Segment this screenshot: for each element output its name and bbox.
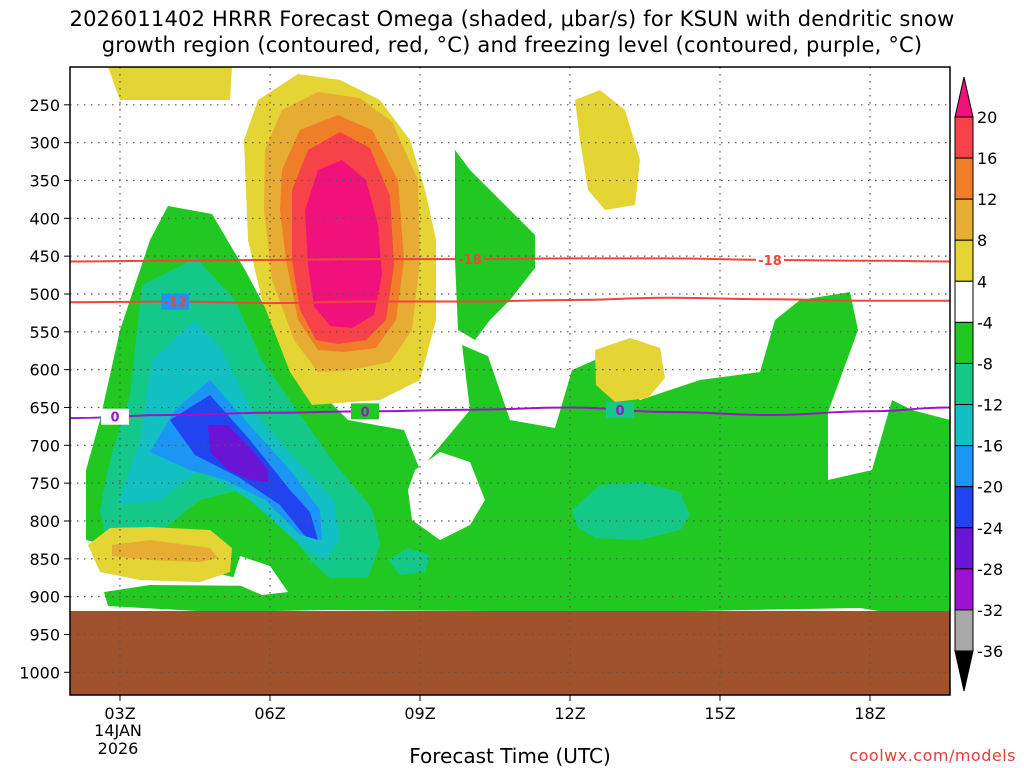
colorbar-label--12: -12 [977,396,1003,415]
colorbar-label-4: 4 [977,272,987,291]
y-tick-label-700: 700 [29,436,60,455]
colorbar-label--8: -8 [977,354,993,373]
dendritic-contour-minus18-label-bg [456,251,484,268]
colorbar-label-8: 8 [977,231,987,250]
contours: -18 -18 -12 0 0 0 [70,251,950,426]
colorbar-box-11 [954,568,974,611]
colorbar-box-0 [954,116,974,159]
date-label: 14JAN 2026 [92,722,144,758]
colorbar-label-16: 16 [977,149,997,168]
y-tick-label-250: 250 [29,96,60,115]
colorbar-bottom-arrow [954,650,974,692]
dendritic-contour-minus12 [70,296,950,305]
title-line-2: growth region (contoured, red, °C) and f… [101,33,923,57]
y-tick-label-300: 300 [29,134,60,153]
colorbar-label--20: -20 [977,478,1003,497]
omega-fill-tan-lowleft [112,540,218,562]
date-day: 14JAN [94,721,142,740]
y-tick-label-350: 350 [29,171,60,190]
freezing-level-contour-label: 0 [360,405,369,420]
y-axis: 250 300 350 400 450 500 550 600 650 700 750 800 850 9… [19,96,70,682]
colorbar-top-arrow [954,76,974,118]
omega-fill-pink [305,160,382,328]
y-tick-label-1000: 1000 [19,663,60,682]
colorbar-label--4: -4 [977,313,993,332]
date-year: 2026 [97,739,139,758]
dendritic-contour-minus12-label-bg [161,293,189,310]
x-tick-label-06Z: 06Z [254,704,285,723]
colorbar-label--24: -24 [977,519,1003,538]
title-line-1: 2026011402 HRRR Forecast Omega (shaded, … [69,7,955,31]
y-tick-label-450: 450 [29,247,60,266]
x-tick-label-03Z: 03Z [104,704,135,723]
y-tick-label-800: 800 [29,512,60,531]
colorbar-box-3 [954,239,974,282]
colorbar-label--16: -16 [977,437,1003,456]
colorbar-label-20: 20 [977,108,997,127]
freezing-level-contour-label-bg [606,401,634,418]
x-axis-label: Forecast Time (UTC) [409,744,611,768]
y-tick-label-400: 400 [29,209,60,228]
y-tick-label-900: 900 [29,588,60,607]
colorbar-label--36: -36 [977,642,1003,661]
dendritic-contour-minus18-label-bg [756,251,784,268]
omega-shading [86,67,950,612]
omega-fill-violet [208,425,268,482]
colorbar-label--28: -28 [977,560,1003,579]
y-tick-label-600: 600 [29,361,60,380]
colorbar-box-2 [954,198,974,241]
colorbar-box-10 [954,527,974,570]
colorbar-box-4 [954,280,974,323]
colorbar-box-7 [954,404,974,447]
x-axis: 03Z 06Z 09Z 12Z 15Z 18Z [104,695,886,723]
y-tick-label-550: 550 [29,323,60,342]
colorbar-box-5 [954,321,974,364]
colorbar-box-6 [954,362,974,406]
freezing-level-contour-label-bg [101,408,129,425]
y-tick-label-950: 950 [29,625,60,644]
colorbar-box-1 [954,157,974,200]
chart-title: 2026011402 HRRR Forecast Omega (shaded, … [0,6,1024,58]
x-tick-label-15Z: 15Z [704,704,735,723]
y-tick-label-500: 500 [29,285,60,304]
terrain-surface [70,611,950,695]
y-tick-label-650: 650 [29,398,60,417]
omega-fill-green-upper [455,150,535,340]
freezing-level-contour [70,406,950,420]
colorbar-label--32: -32 [977,601,1003,620]
y-tick-label-750: 750 [29,474,60,493]
omega-hole-low [232,556,288,595]
dendritic-contour-minus18-label: -18 [758,254,782,269]
omega-fill-yellow-top [108,67,232,100]
freezing-level-contour-label: 0 [615,404,624,419]
x-tick-label-12Z: 12Z [554,704,585,723]
colorbar-box-9 [954,486,974,529]
omega-hole-mid [408,452,485,540]
freezing-level-contour-label: 0 [110,411,119,426]
freezing-level-contour-label-bg [351,403,379,420]
x-tick-label-18Z: 18Z [854,704,885,723]
colorbar-box-8 [954,445,974,488]
colorbar: 20 16 12 8 4 -4 -8 -12 -16 -20 -24 -28 -32 -36 [954,76,1003,692]
y-tick-label-850: 850 [29,550,60,569]
plot-frame [69,66,951,696]
credit-text: coolwx.com/models [849,746,1016,765]
omega-fill-teal-small [388,548,430,575]
colorbar-box-12 [954,609,974,652]
dendritic-contour-minus18-label: -18 [458,253,482,268]
dendritic-contour-minus18 [70,257,950,263]
x-tick-label-09Z: 09Z [404,704,435,723]
omega-fill-yellow-right [575,90,640,210]
colorbar-label-12: 12 [977,190,997,209]
omega-fill-teal-right [572,482,690,540]
omega-fill-green-right [870,445,950,612]
dendritic-contour-minus12-label: -12 [163,296,187,311]
